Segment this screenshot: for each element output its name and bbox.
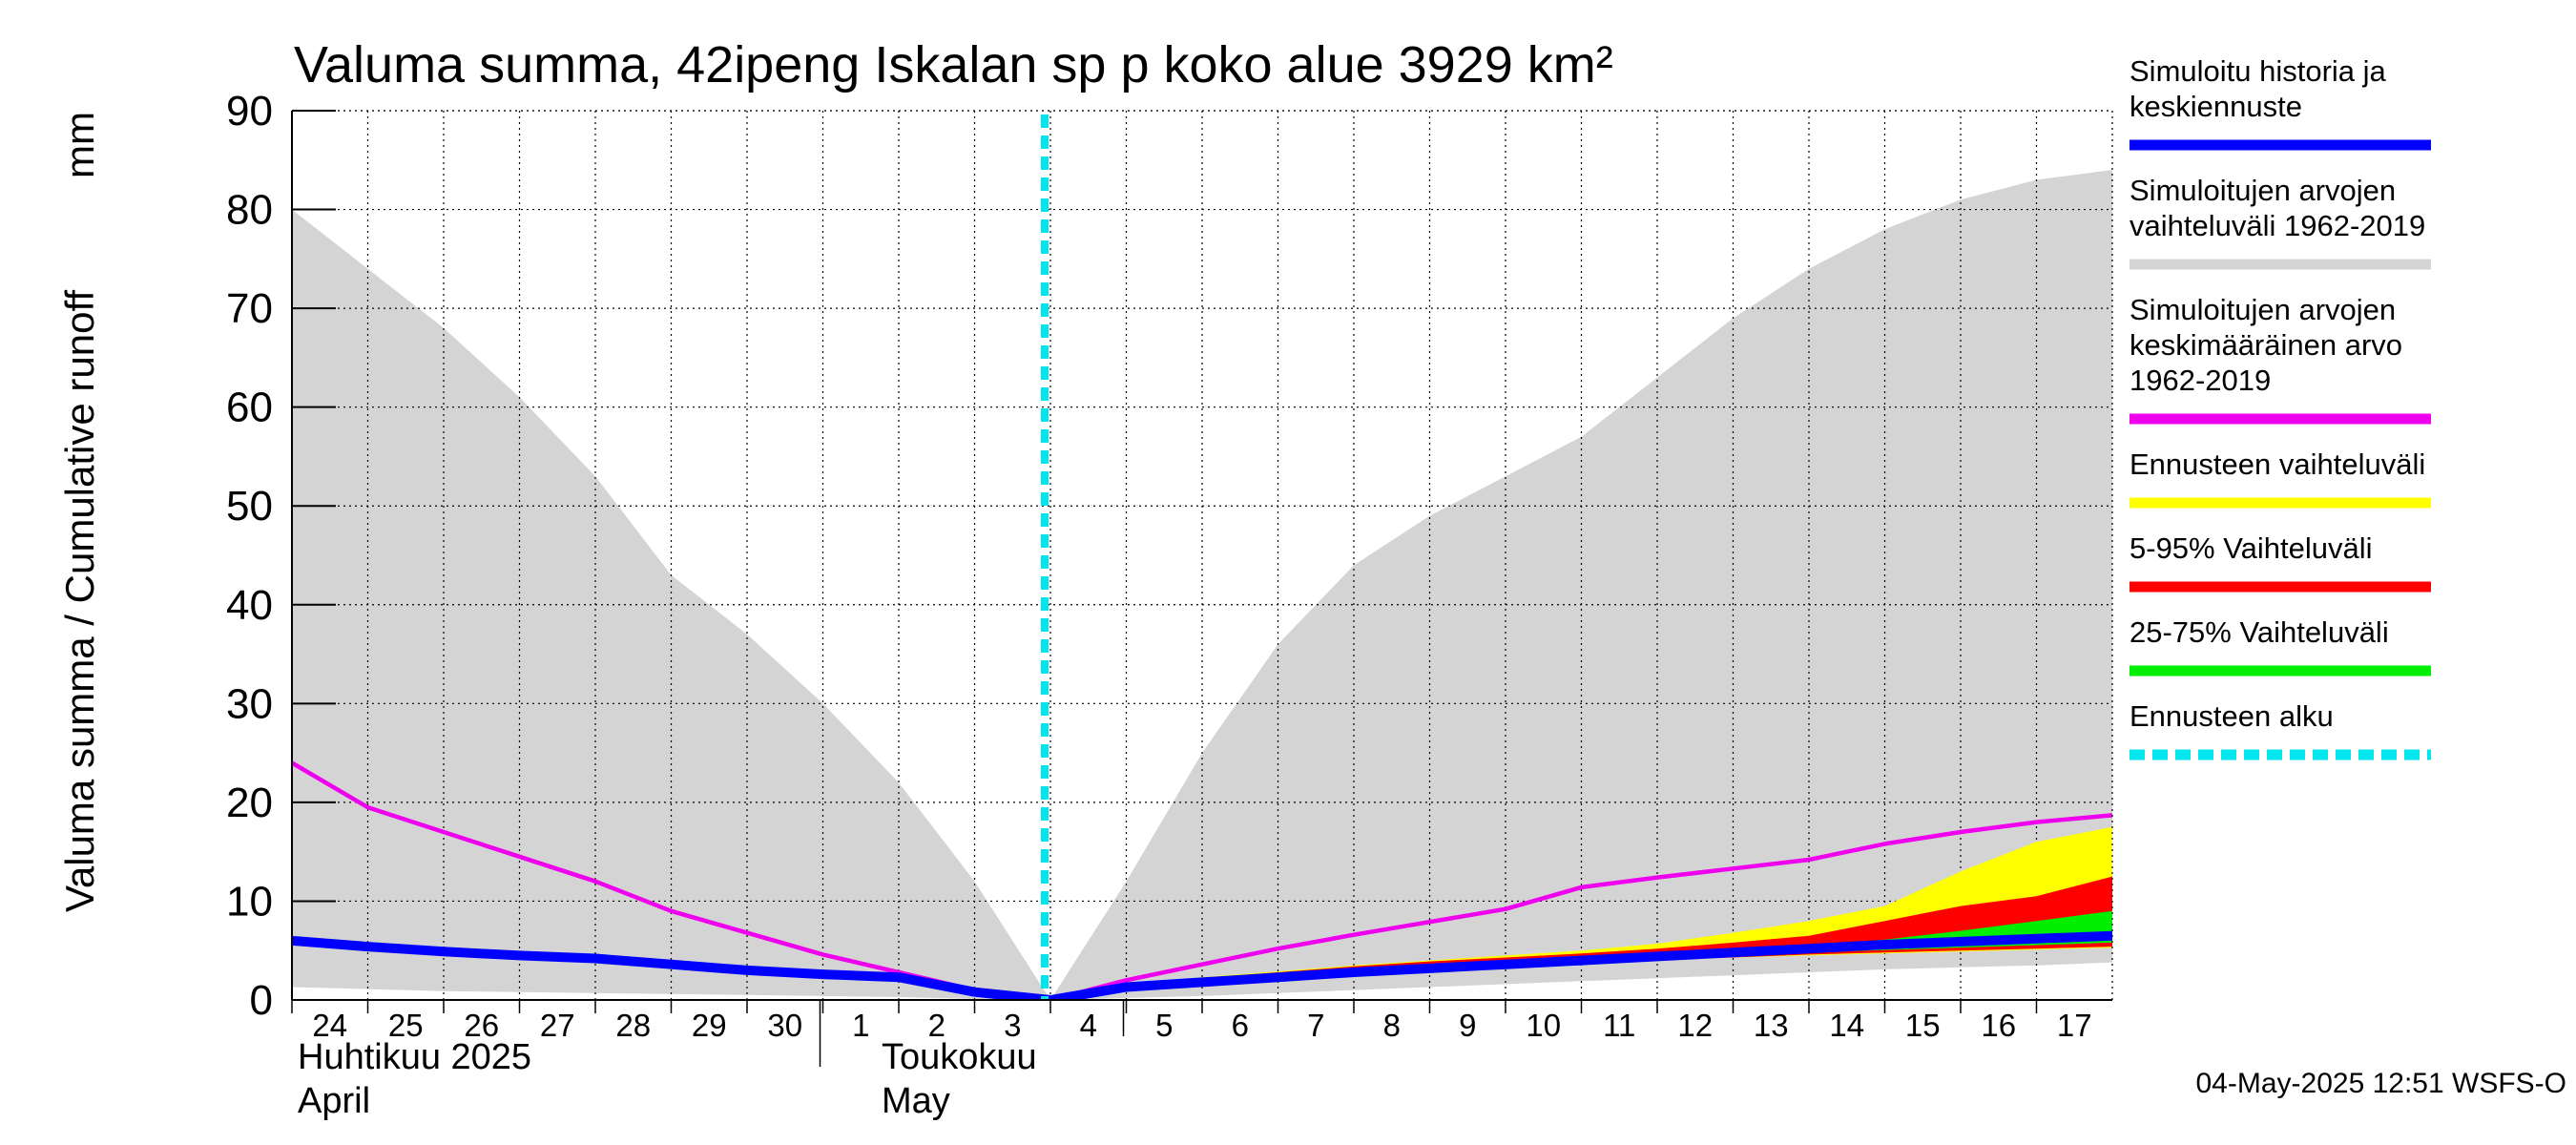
- legend-item: Ennusteen vaihteluväli: [2129, 448, 2431, 509]
- legend-item: Ennusteen alku: [2129, 699, 2431, 760]
- x-tick-label: 28: [615, 1008, 651, 1043]
- legend-label: Simuloitujen arvojen: [2129, 293, 2396, 326]
- legend-label: vaihteluväli 1962-2019: [2129, 209, 2425, 242]
- legend: Simuloitu historia jakeskiennusteSimuloi…: [2129, 54, 2431, 760]
- plot-area: [292, 111, 2112, 1000]
- x-tick-label: 11: [1603, 1008, 1635, 1043]
- x-tick-label: 4: [1080, 1008, 1097, 1043]
- legend-label: 5-95% Vaihteluväli: [2129, 531, 2372, 565]
- month-label-en: April: [298, 1081, 370, 1121]
- month-label: Toukokuu: [882, 1037, 1037, 1077]
- x-tick-label: 30: [767, 1008, 802, 1043]
- line-simulated-mean: [292, 760, 2112, 1000]
- x-tick-label: 26: [464, 1008, 499, 1043]
- x-tick-label: 27: [540, 1008, 575, 1043]
- line-simulated-history: [292, 930, 2112, 1000]
- x-tick-label: 25: [388, 1008, 424, 1043]
- timestamp-label: 04-May-2025 12:51 WSFS-O: [2196, 1068, 2567, 1099]
- y-tick-label: 90: [226, 88, 273, 135]
- y-tick-label: 30: [226, 680, 273, 727]
- legend-label: 1962-2019: [2129, 364, 2271, 397]
- y-tick-label: 0: [250, 977, 273, 1024]
- x-tick-label: 7: [1307, 1008, 1324, 1043]
- y-tick-label: 50: [226, 483, 273, 530]
- x-tick-label: 24: [312, 1008, 347, 1043]
- month-label-en: May: [882, 1081, 950, 1121]
- legend-item: 5-95% Vaihteluväli: [2129, 531, 2431, 593]
- chart-title: Valuma summa, 42ipeng Iskalan sp p koko …: [294, 36, 1613, 94]
- legend-label: 25-75% Vaihteluväli: [2129, 615, 2389, 649]
- x-tick-label: 17: [2057, 1008, 2092, 1043]
- y-tick-label: 80: [226, 187, 273, 234]
- x-tick-label: 16: [1981, 1008, 2016, 1043]
- x-tick-label: 3: [1004, 1008, 1021, 1043]
- x-tick-label: 14: [1829, 1008, 1864, 1043]
- y-axis-unit: mm: [57, 112, 102, 178]
- x-tick-label: 2: [928, 1008, 945, 1043]
- x-tick-label: 13: [1754, 1008, 1789, 1043]
- y-tick-label: 70: [226, 285, 273, 332]
- plot-content: [292, 111, 2112, 1000]
- legend-label: keskimääräinen arvo: [2129, 328, 2402, 362]
- y-tick-label: 60: [226, 385, 273, 431]
- x-tick-label: 12: [1677, 1008, 1713, 1043]
- x-tick-label: 6: [1232, 1008, 1249, 1043]
- legend-label: keskiennuste: [2129, 90, 2302, 123]
- legend-label: Ennusteen vaihteluväli: [2129, 448, 2425, 481]
- legend-label: Simuloitu historia ja: [2129, 54, 2387, 88]
- x-tick-label: 5: [1155, 1008, 1173, 1043]
- y-tick-label: 40: [226, 582, 273, 629]
- month-label: Huhtikuu 2025: [298, 1037, 531, 1077]
- y-tick-label: 10: [226, 878, 273, 925]
- x-tick-label: 15: [1905, 1008, 1941, 1043]
- legend-label: Simuloitujen arvojen: [2129, 174, 2396, 207]
- legend-label: Ennusteen alku: [2129, 699, 2334, 733]
- x-tick-label: 8: [1383, 1008, 1401, 1043]
- legend-item: 25-75% Vaihteluväli: [2129, 615, 2431, 677]
- y-axis-label: Valuma summa / Cumulative runoff: [57, 290, 102, 912]
- x-tick-label: 10: [1526, 1008, 1561, 1043]
- x-tick-label: 9: [1459, 1008, 1476, 1043]
- x-tick-label: 29: [692, 1008, 727, 1043]
- y-tick-label: 20: [226, 780, 273, 826]
- x-tick-label: 1: [852, 1008, 869, 1043]
